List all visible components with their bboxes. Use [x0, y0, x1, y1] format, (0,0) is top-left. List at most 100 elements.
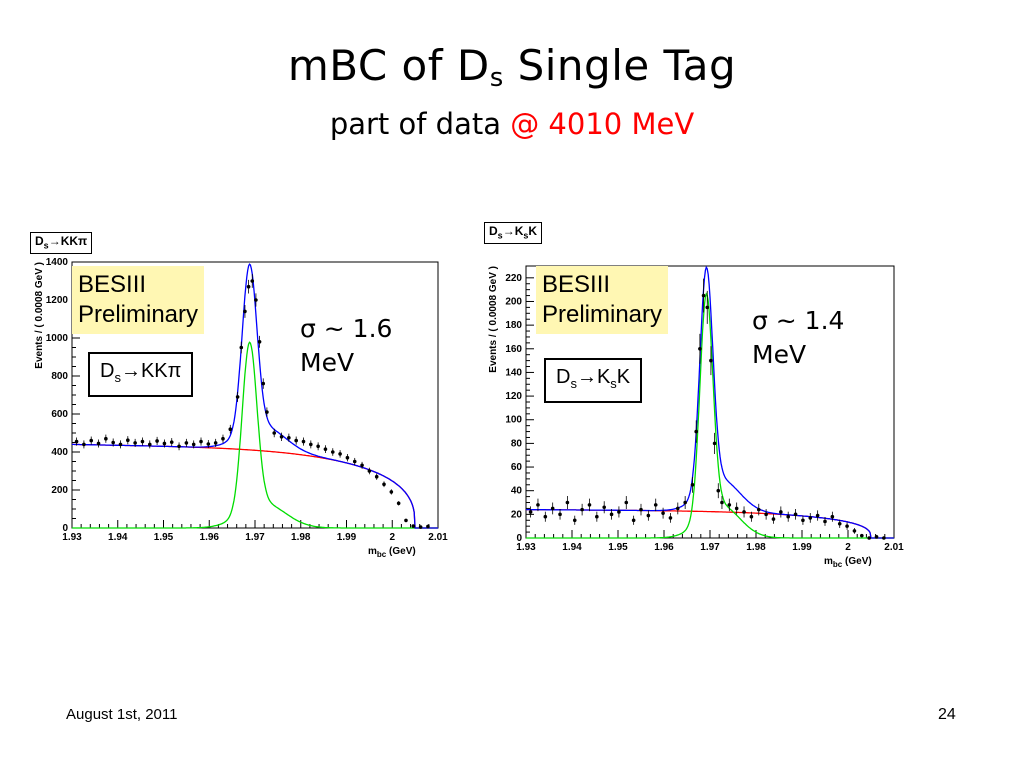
- data-point: [345, 455, 350, 460]
- data-point: [830, 514, 835, 519]
- data-point: [786, 514, 790, 519]
- x-tick-label: 1.93: [62, 532, 82, 543]
- data-point: [631, 518, 636, 523]
- x-tick-label: 1.98: [291, 532, 311, 543]
- data-point: [624, 500, 629, 505]
- data-point: [374, 474, 379, 479]
- data-point: [528, 510, 533, 514]
- y-tick-label: 160: [505, 344, 522, 355]
- data-point: [698, 346, 702, 351]
- data-point: [257, 340, 262, 344]
- decay-mode-box: Ds→KsK: [544, 358, 643, 403]
- data-point: [330, 450, 335, 454]
- y-tick-label: 100: [505, 415, 522, 426]
- y-tick-label: 220: [505, 273, 522, 284]
- data-point: [82, 442, 86, 447]
- data-point: [815, 513, 820, 518]
- data-point: [191, 442, 196, 447]
- data-point: [254, 298, 258, 302]
- data-point: [221, 436, 225, 441]
- y-tick-label: 200: [505, 296, 522, 307]
- data-point: [239, 345, 244, 350]
- data-point: [543, 514, 548, 519]
- x-tick-label: 2: [845, 542, 851, 553]
- data-point: [352, 459, 357, 464]
- y-tick-label: 80: [511, 438, 523, 449]
- x-tick-label: 1.94: [562, 542, 582, 553]
- data-point: [661, 511, 665, 515]
- data-point: [294, 438, 298, 443]
- data-point: [764, 512, 768, 517]
- y-tick-label: 180: [505, 320, 522, 331]
- data-point: [169, 440, 174, 444]
- preliminary-label: BESIII Preliminary: [536, 266, 669, 334]
- data-point: [653, 503, 658, 507]
- x-tick-label: 1.95: [608, 542, 628, 553]
- data-point: [279, 435, 284, 439]
- x-tick-label: 2: [389, 532, 395, 543]
- x-tick-label: 1.96: [200, 532, 220, 543]
- page-number: 24: [938, 706, 956, 723]
- resolution-label: σ ~ 1.6 MeV: [300, 314, 393, 377]
- data-point: [639, 507, 643, 512]
- data-point: [155, 439, 159, 443]
- data-point: [396, 501, 401, 506]
- chart-panel-ksk: 1.93 1.94 1.95 1.96 1.97 1.98 1.99 2 2.01 0 20 40 60…: [480, 222, 948, 570]
- x-axis-label: mbc (GeV): [368, 546, 416, 559]
- x-tick-label: 1.93: [516, 542, 536, 553]
- data-point: [323, 447, 328, 451]
- slide-subtitle: part of data @ 4010 MeV: [0, 104, 1024, 144]
- data-point: [272, 431, 277, 435]
- data-point: [701, 293, 706, 298]
- data-point: [716, 488, 721, 493]
- y-tick-label: 800: [51, 371, 68, 382]
- decay-mode-box: Ds→KKπ: [88, 352, 194, 397]
- data-point: [118, 442, 123, 447]
- chart-panel-kkpi: 1.93 1.94 1.95 1.96 1.97 1.98 1.99 2 2.01 0 200 400…: [26, 226, 452, 560]
- data-point: [250, 279, 255, 283]
- y-tick-label: 200: [51, 485, 68, 496]
- plot-tag: Ds→KsK: [484, 222, 543, 245]
- data-point: [734, 506, 739, 511]
- data-point: [287, 435, 291, 440]
- data-point: [213, 441, 218, 445]
- data-point: [235, 395, 240, 399]
- data-point: [742, 510, 746, 514]
- data-point: [316, 444, 320, 449]
- footer-date: August 1st, 2011: [66, 706, 178, 723]
- data-point: [382, 482, 386, 487]
- data-point: [338, 452, 342, 456]
- data-point: [602, 505, 606, 510]
- subtitle-plain: part of data: [329, 107, 511, 141]
- data-point: [756, 507, 761, 512]
- data-point: [74, 439, 79, 444]
- data-point: [133, 441, 137, 445]
- data-point: [104, 436, 108, 441]
- x-tick-label: 1.99: [792, 542, 812, 553]
- data-point: [147, 442, 152, 447]
- data-point: [411, 524, 416, 528]
- data-point: [206, 442, 211, 446]
- data-point: [89, 438, 94, 443]
- data-point: [426, 524, 430, 529]
- data-point: [712, 441, 717, 446]
- plot-tag: Ds→KKπ: [30, 232, 93, 255]
- data-point: [228, 427, 233, 431]
- data-point: [860, 533, 864, 538]
- x-tick-label: 1.97: [700, 542, 720, 553]
- data-point: [595, 514, 599, 519]
- y-tick-label: 40: [511, 486, 523, 497]
- data-point: [301, 439, 306, 444]
- data-point: [646, 513, 651, 518]
- data-point: [140, 439, 145, 444]
- y-tick-label: 20: [511, 509, 523, 520]
- data-point: [162, 441, 167, 446]
- data-point: [852, 529, 857, 533]
- data-point: [882, 536, 886, 540]
- data-point: [690, 482, 695, 487]
- data-point: [683, 500, 687, 505]
- data-point: [771, 517, 776, 521]
- data-point: [580, 507, 584, 512]
- data-point: [558, 512, 562, 517]
- y-tick-label: 140: [505, 367, 522, 378]
